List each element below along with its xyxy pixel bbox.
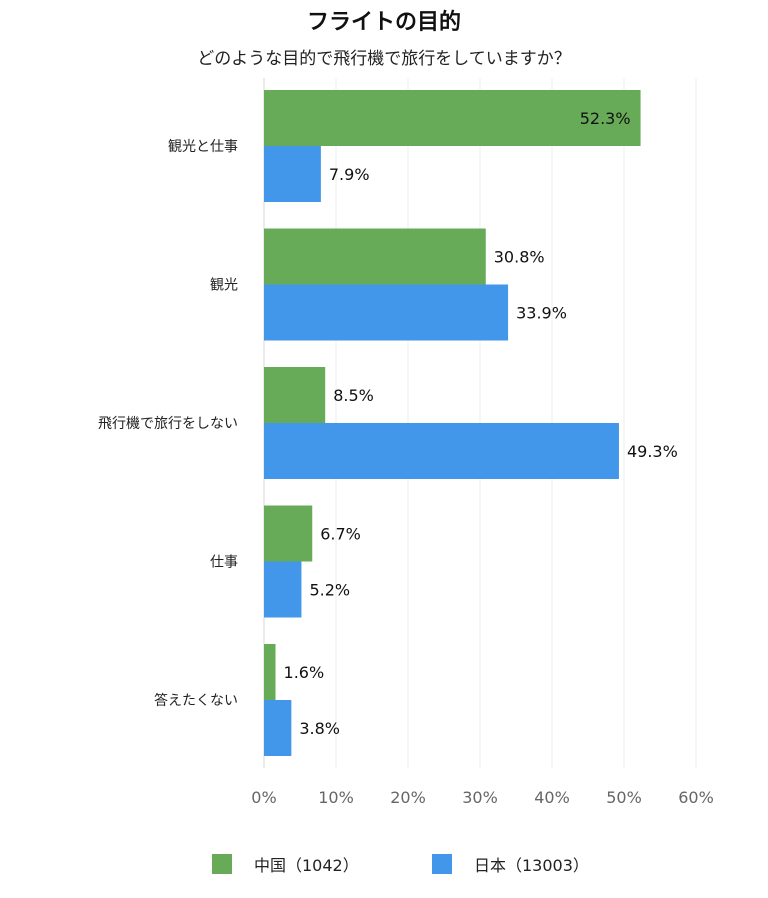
category-label: 仕事 [210, 555, 238, 571]
x-tick-label: 30% [462, 788, 498, 807]
data-label: 7.9% [329, 165, 370, 184]
data-label: 5.2% [309, 581, 350, 600]
bar-chart: 52.3% 7.9% 観光と仕事 30.8% 33.9% 観光 8.5% 49.3% 飛行機で旅… [98, 78, 714, 807]
data-label: 52.3% [580, 109, 631, 128]
bar [264, 228, 486, 285]
category-label: 観光 [210, 277, 238, 294]
x-tick-label: 0% [251, 788, 276, 807]
legend: 中国（1042） 日本（13003） [0, 852, 768, 882]
bar [264, 423, 619, 479]
data-label: 1.6% [284, 663, 325, 682]
bar [264, 146, 321, 202]
data-label: 8.5% [333, 386, 374, 405]
data-label: 6.7% [320, 525, 361, 544]
chart-title: フライトの目的 [306, 10, 461, 35]
data-label: 49.3% [627, 442, 678, 461]
data-label: 3.8% [299, 719, 340, 738]
bar [264, 90, 641, 146]
bar [264, 561, 302, 618]
bar [264, 367, 326, 423]
bar [264, 505, 313, 562]
x-tick-label: 40% [534, 788, 570, 807]
legend-label-japan: 日本（13003） [474, 856, 589, 875]
x-tick-label: 50% [606, 788, 642, 807]
bar [264, 700, 292, 756]
bar [264, 284, 509, 341]
legend-swatch-japan [432, 854, 452, 874]
legend-item-china: 中国（1042） [212, 852, 359, 876]
legend-swatch-china [212, 854, 232, 874]
chart-subtitle: どのような目的で飛行機で旅行をしていますか？ [197, 49, 571, 69]
x-tick-label: 10% [318, 788, 354, 807]
data-label: 33.9% [516, 304, 567, 323]
legend-item-japan: 日本（13003） [432, 852, 589, 876]
bar [264, 644, 276, 700]
category-label: 答えたくない [154, 692, 238, 709]
x-tick-label: 20% [390, 788, 426, 807]
category-label: 飛行機で旅行をしない [98, 416, 238, 432]
category-label: 観光と仕事 [168, 138, 238, 155]
x-tick-label: 60% [678, 788, 714, 807]
data-label: 30.8% [494, 248, 545, 267]
legend-label-china: 中国（1042） [254, 856, 359, 875]
